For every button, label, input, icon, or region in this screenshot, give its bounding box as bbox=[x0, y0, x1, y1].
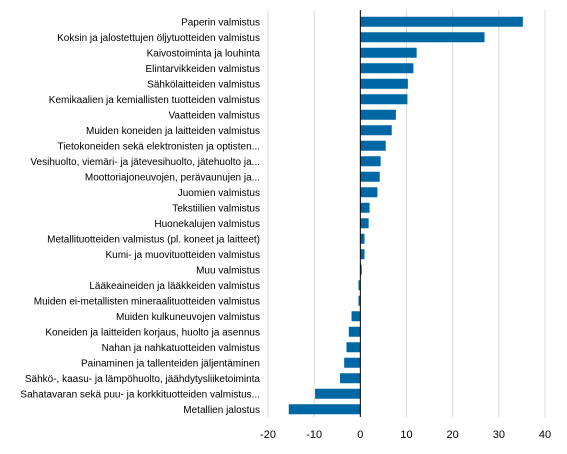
bar-11 bbox=[360, 187, 378, 198]
category-label-2: Kaivostoiminta ja louhinta bbox=[147, 48, 261, 59]
bar-3 bbox=[360, 63, 414, 74]
bar-5 bbox=[360, 94, 408, 105]
category-label-15: Kumi- ja muovituotteiden valmistus bbox=[105, 250, 260, 261]
bar-18 bbox=[358, 295, 361, 306]
category-label-13: Huonekalujen valmistus bbox=[154, 219, 260, 230]
bar-6 bbox=[360, 109, 396, 120]
bar-20 bbox=[348, 326, 361, 337]
x-tick-label-4: 20 bbox=[447, 429, 459, 441]
category-label-11: Juomien valmistus bbox=[178, 188, 260, 199]
bar-4 bbox=[360, 78, 408, 89]
bars bbox=[288, 16, 523, 415]
bar-2 bbox=[360, 47, 417, 58]
category-label-17: Lääkeaineiden ja lääkkeiden valmistus bbox=[89, 281, 260, 292]
bar-24 bbox=[315, 388, 361, 399]
bar-1 bbox=[360, 32, 485, 43]
category-label-20: Koneiden ja laitteiden korjaus, huolto j… bbox=[45, 327, 260, 338]
x-tick-label-2: 0 bbox=[357, 429, 363, 441]
category-label-19: Muiden kulkuneuvojen valmistus bbox=[116, 312, 260, 323]
category-label-24: Sahatavaran sekä puu- ja korkkituotteide… bbox=[20, 389, 260, 400]
category-label-14: Metallituotteiden valmistus (pl. koneet … bbox=[47, 234, 260, 245]
bar-12 bbox=[360, 202, 370, 213]
bar-22 bbox=[344, 357, 361, 368]
bar-21 bbox=[346, 342, 361, 353]
category-label-16: Muu valmistus bbox=[196, 265, 260, 276]
bar-23 bbox=[340, 373, 361, 384]
bar-25 bbox=[288, 404, 361, 415]
bar-16 bbox=[360, 264, 362, 275]
category-label-8: Tietokoneiden sekä elektronisten ja opti… bbox=[57, 141, 260, 152]
bar-8 bbox=[360, 140, 386, 151]
category-label-22: Painaminen ja tallenteiden jäljentäminen bbox=[81, 358, 260, 369]
category-label-1: Koksin ja jalostettujen öljytuotteiden v… bbox=[57, 33, 260, 44]
bar-10 bbox=[360, 171, 380, 182]
bar-13 bbox=[360, 218, 369, 229]
bar-19 bbox=[351, 311, 361, 322]
category-label-7: Muiden koneiden ja laitteiden valmistus bbox=[86, 126, 260, 137]
category-label-4: Sähkölaitteiden valmistus bbox=[147, 79, 260, 90]
x-tick-label-0: -20 bbox=[260, 429, 276, 441]
bar-0 bbox=[360, 16, 523, 27]
x-tick-label-1: -10 bbox=[306, 429, 322, 441]
x-tick-label-5: 30 bbox=[493, 429, 505, 441]
bar-14 bbox=[360, 233, 365, 244]
category-label-10: Moottoriajoneuvojen, perävaunujen ja... bbox=[85, 172, 260, 183]
bar-7 bbox=[360, 125, 392, 136]
bar-17 bbox=[358, 280, 361, 291]
category-label-12: Tekstiilien valmistus bbox=[172, 203, 260, 214]
grid-lines bbox=[267, 10, 546, 417]
bar-15 bbox=[360, 249, 365, 260]
category-label-9: Vesihuolto, viemäri- ja jätevesihuolto, … bbox=[30, 157, 260, 168]
category-label-3: Elintarvikkeiden valmistus bbox=[146, 64, 261, 75]
category-labels: Paperin valmistus Koksin ja jalostettujen… bbox=[20, 17, 260, 416]
category-label-6: Vaatteiden valmistus bbox=[168, 110, 260, 121]
bar-9 bbox=[360, 156, 381, 167]
x-axis-ticks: -20 -10 0 10 20 30 40 bbox=[260, 429, 551, 441]
x-tick-label-6: 40 bbox=[539, 429, 551, 441]
category-label-0: Paperin valmistus bbox=[181, 17, 260, 28]
x-tick-label-3: 10 bbox=[400, 429, 412, 441]
category-label-5: Kemikaalien ja kemiallisten tuotteiden v… bbox=[49, 95, 260, 106]
category-label-18: Muiden ei-metallisten mineraalituotteide… bbox=[34, 296, 260, 307]
category-label-23: Sähkö-, kaasu- ja lämpöhuolto, jäähdytys… bbox=[25, 374, 261, 385]
category-label-25: Metallien jalostus bbox=[183, 405, 260, 416]
category-label-21: Nahan ja nahkatuotteiden valmistus bbox=[102, 343, 260, 354]
